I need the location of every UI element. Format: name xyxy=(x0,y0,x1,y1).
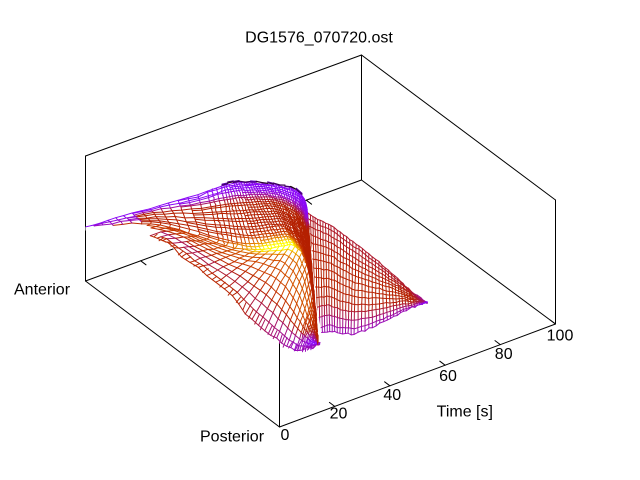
svg-text:Time [s]: Time [s] xyxy=(437,404,493,421)
svg-text:DG1576_070720.ost: DG1576_070720.ost xyxy=(245,30,393,47)
svg-text:20: 20 xyxy=(330,406,348,423)
svg-text:0: 0 xyxy=(281,427,290,444)
svg-text:Anterior: Anterior xyxy=(14,282,71,299)
svg-text:60: 60 xyxy=(439,368,457,385)
svg-text:Posterior: Posterior xyxy=(200,429,265,446)
svg-text:40: 40 xyxy=(383,387,401,404)
svg-text:80: 80 xyxy=(495,346,513,363)
svg-text:100: 100 xyxy=(547,328,574,345)
